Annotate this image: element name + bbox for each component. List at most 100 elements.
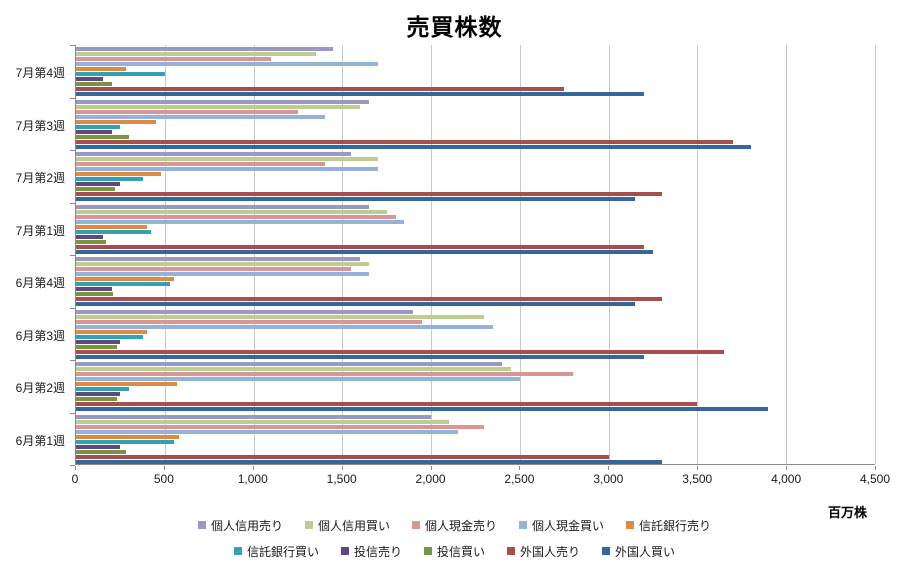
value-axis-ticks	[75, 466, 876, 470]
legend-label: 個人信用売り	[210, 518, 283, 533]
category-group	[76, 98, 875, 151]
bar-投信買い	[76, 187, 116, 191]
value-tick-label: 1,000	[237, 472, 268, 486]
bar-個人信用売り	[76, 362, 503, 366]
bar-信託銀行買い	[76, 124, 121, 129]
legend-swatch	[519, 521, 527, 529]
category-label: 6月第4週	[15, 276, 65, 291]
legend-item-個人信用買い: 個人信用買い	[304, 517, 390, 534]
bar-個人信用買い	[76, 367, 511, 371]
value-tick-label: 4,500	[859, 472, 891, 486]
legend-swatch	[233, 547, 242, 555]
value-tick	[430, 466, 432, 470]
bar-投信売り	[76, 129, 112, 134]
category-group	[76, 308, 875, 361]
legend-swatch	[340, 547, 349, 555]
category-tick	[70, 412, 75, 414]
value-tick-label: 3,500	[682, 472, 713, 486]
chart-legend: 個人信用売り 個人信用買い 個人現金売り 個人現金買い 信託銀行売り 信託銀行買い 投信売…	[0, 514, 909, 566]
gridline	[431, 45, 433, 464]
value-tick	[519, 466, 521, 470]
legend-label: 信託銀行売り	[639, 518, 712, 533]
plot-area	[75, 45, 876, 466]
category-tick	[70, 255, 75, 256]
value-tick-label: 2,000	[415, 472, 446, 486]
bar-個人信用売り	[76, 257, 361, 261]
legend-label: 個人現金買い	[532, 518, 605, 533]
bar-外国人買い	[76, 197, 636, 201]
legend-label: 個人信用買い	[317, 518, 390, 533]
bar-個人現金買い	[76, 324, 494, 329]
bar-個人現金売り	[76, 109, 298, 114]
legend-swatch	[507, 547, 515, 555]
bar-個人現金買い	[76, 429, 458, 434]
legend-label: 投信売り	[353, 544, 402, 559]
bar-投信売り	[76, 287, 112, 291]
bar-個人現金売り	[76, 214, 396, 219]
bar-個人現金売り	[76, 162, 325, 166]
category-tick	[70, 97, 75, 99]
bar-投信買い	[76, 344, 117, 349]
bar-個人信用買い	[76, 419, 449, 424]
bar-信託銀行売り	[76, 119, 156, 124]
bar-外国人買い	[76, 302, 636, 306]
bar-外国人売り	[76, 244, 645, 249]
gridline	[164, 45, 166, 464]
bar-投信買い	[76, 134, 130, 139]
bar-外国人買い	[76, 144, 751, 149]
bar-個人信用買い	[76, 104, 361, 109]
bar-個人信用売り	[76, 309, 414, 314]
bar-信託銀行買い	[76, 229, 151, 234]
gridline	[342, 45, 344, 464]
legend-swatch	[197, 521, 206, 529]
bar-個人信用売り	[76, 47, 334, 51]
bar-投信買い	[76, 449, 126, 454]
bar-投信買い	[76, 239, 107, 244]
bar-個人信用買い	[76, 157, 378, 161]
category-group	[76, 150, 875, 203]
bar-投信売り	[76, 77, 103, 81]
value-tick-label: 500	[153, 472, 174, 486]
bar-信託銀行買い	[76, 177, 144, 181]
bar-外国人売り	[76, 139, 733, 144]
bar-信託銀行売り	[76, 434, 179, 439]
category-label: 7月第4週	[15, 66, 65, 81]
bar-投信売り	[76, 392, 121, 396]
legend-row-2: 信託銀行買い 投信売り 投信買い 外国人売り 外国人買い	[0, 540, 909, 562]
category-label: 6月第3週	[15, 328, 65, 343]
category-label: 6月第1週	[15, 433, 65, 448]
bar-信託銀行売り	[76, 172, 162, 176]
gridline	[608, 45, 610, 464]
bar-外国人買い	[76, 92, 645, 96]
legend-label: 投信買い	[436, 544, 485, 559]
value-tick	[341, 466, 343, 470]
category-group	[76, 413, 875, 466]
bar-信託銀行買い	[76, 72, 165, 76]
legend-item-個人現金買い: 個人現金買い	[519, 517, 604, 534]
legend-swatch	[423, 547, 432, 555]
bar-個人信用売り	[76, 152, 352, 156]
bar-外国人売り	[76, 87, 565, 91]
bar-個人信用売り	[76, 99, 369, 104]
bar-個人現金売り	[76, 267, 352, 271]
bar-個人現金売り	[76, 372, 574, 376]
category-tick	[70, 202, 75, 204]
legend-swatch	[602, 547, 611, 555]
gridline	[697, 45, 699, 464]
gridline	[875, 45, 876, 464]
bar-投信買い	[76, 397, 117, 401]
gridline	[253, 45, 255, 464]
category-group	[76, 255, 875, 308]
bar-個人現金買い	[76, 377, 520, 381]
gridline	[519, 45, 521, 464]
legend-item-信託銀行買い: 信託銀行買い	[233, 543, 319, 560]
value-tick	[697, 466, 699, 470]
bar-外国人買い	[76, 407, 769, 411]
bar-外国人売り	[76, 349, 725, 354]
legend-row-1: 個人信用売り 個人信用買い 個人現金売り 個人現金買い 信託銀行売り	[0, 514, 909, 536]
value-tick-label: 3,000	[593, 472, 624, 486]
category-tick	[70, 307, 75, 309]
category-group	[76, 45, 875, 98]
legend-swatch	[304, 521, 313, 529]
